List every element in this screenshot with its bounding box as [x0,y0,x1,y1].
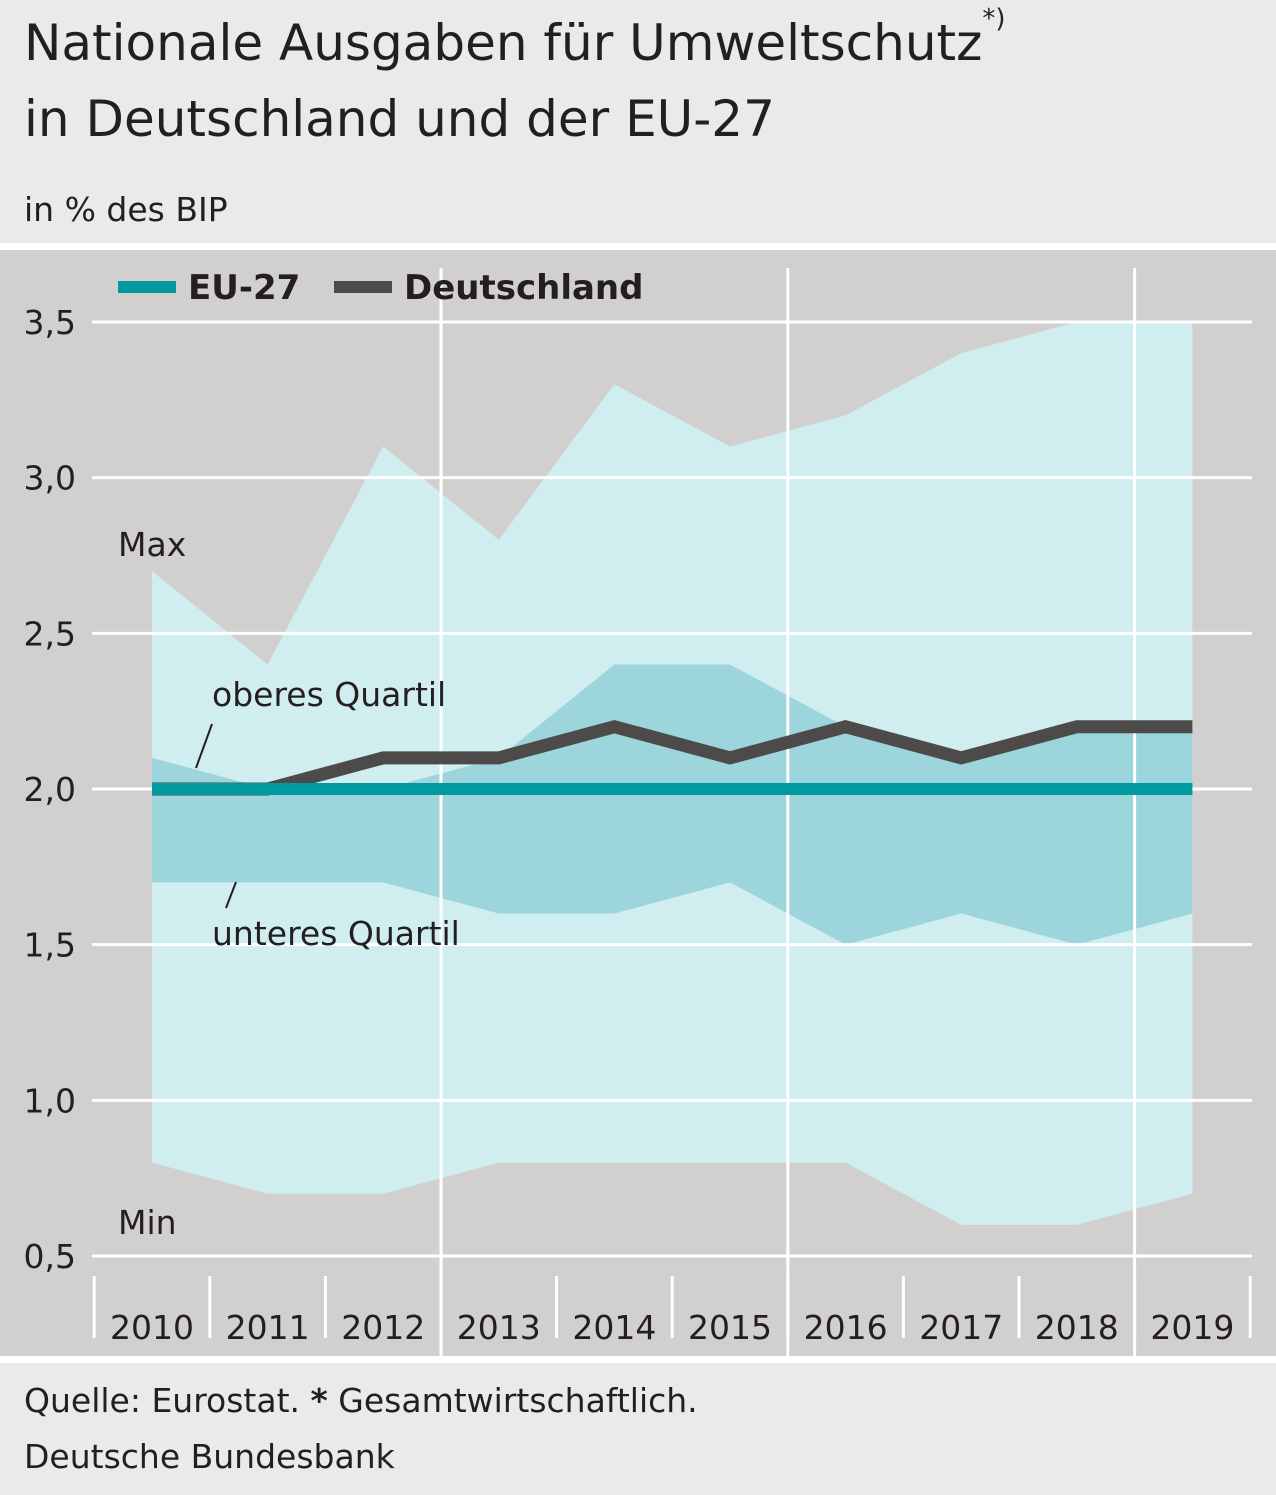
annotation-max: Max [118,525,186,564]
chart-footer: Quelle: Eurostat. * Gesamtwirtschaftlich… [0,1363,1276,1495]
source-line: Quelle: Eurostat. * Gesamtwirtschaftlich… [24,1381,698,1420]
annotation-upper-quartile-pointer [195,723,213,769]
deutschland-line [152,720,1193,796]
x-tick-label: 2016 [804,1308,888,1347]
publisher-line: Deutsche Bundesbank [24,1437,395,1476]
chart-header: Nationale Ausgaben für Umweltschutz*) in… [0,0,1276,243]
annotation-upper-quartile: oberes Quartil [212,675,446,714]
chart-svg: 0,5 1,0 1,5 2,0 2,5 3,0 3,5 2010 2011 2012 2013 201… [0,250,1276,1356]
quartile-band [152,664,1193,945]
annotation-lower-quartile-pointer [225,881,237,909]
source-star: * [310,1381,328,1420]
x-tick-label: 2012 [341,1308,425,1347]
y-tick-label: 1,5 [24,926,76,965]
x-tick-label: 2011 [226,1308,310,1347]
bottom-separator [0,1356,1276,1363]
title-footnote-marker: *) [982,4,1006,34]
y-tick-label: 2,0 [24,770,76,809]
chart-title-line-1: Nationale Ausgaben für Umweltschutz*) [24,4,1006,72]
source-note: Gesamtwirtschaftlich. [338,1381,698,1420]
x-tick-label: 2010 [110,1308,194,1347]
x-tick-label: 2017 [919,1308,1003,1347]
source-prefix: Quelle: Eurostat. [24,1381,301,1420]
x-tick-label: 2013 [457,1308,541,1347]
plot-area: 0,5 1,0 1,5 2,0 2,5 3,0 3,5 2010 2011 2012 2013 201… [0,250,1276,1356]
legend-label-eu27: EU-27 [188,268,300,308]
y-tick-label: 1,0 [24,1081,76,1120]
y-tick-label: 0,5 [24,1237,76,1276]
chart-subtitle: in % des BIP [24,190,228,229]
annotation-min: Min [118,1203,177,1242]
legend-label-deutschland: Deutschland [404,268,643,308]
title-text-1: Nationale Ausgaben für Umweltschutz [24,14,983,72]
x-tick-label: 2014 [572,1308,656,1347]
x-tick-label: 2018 [1035,1308,1119,1347]
y-tick-label: 2,5 [24,614,76,653]
x-tick-label: 2015 [688,1308,772,1347]
x-tick-label: 2019 [1150,1308,1234,1347]
y-tick-label: 3,5 [24,303,76,342]
chart-title-line-2: in Deutschland und der EU-27 [24,90,775,148]
top-separator [0,243,1276,250]
annotation-lower-quartile: unteres Quartil [212,914,460,953]
y-tick-label: 3,0 [24,459,76,498]
